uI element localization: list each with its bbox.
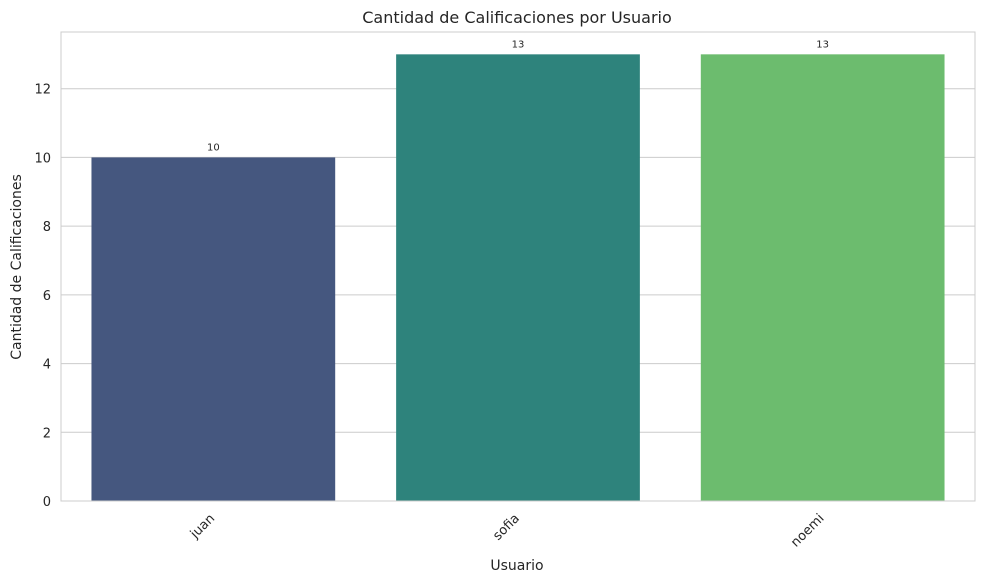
x-axis-label: Usuario (490, 558, 543, 574)
data-label: 13 (512, 39, 525, 50)
data-label: 13 (816, 39, 829, 50)
y-tick-label: 8 (43, 220, 51, 235)
bars (91, 54, 945, 501)
y-axis-ticks: 0 2 4 6 8 10 12 (34, 83, 51, 510)
plot-frame (60, 31, 976, 502)
data-labels: 10 13 13 (207, 39, 829, 153)
data-label: 10 (207, 142, 220, 153)
bar-sofia (396, 54, 640, 501)
y-tick-label: 12 (34, 83, 51, 98)
y-tick-label: 4 (43, 358, 51, 373)
bar-juan (91, 157, 336, 501)
y-axis-label: Cantidad de Calificaciones (9, 174, 25, 360)
y-tick-label: 10 (34, 151, 51, 166)
y-tick-label: 6 (43, 289, 51, 304)
y-tick-label: 0 (43, 495, 51, 510)
y-tick-label: 2 (43, 426, 51, 441)
bar-noemi (700, 54, 945, 501)
chart-title: Cantidad de Calificaciones por Usuario (362, 8, 672, 27)
